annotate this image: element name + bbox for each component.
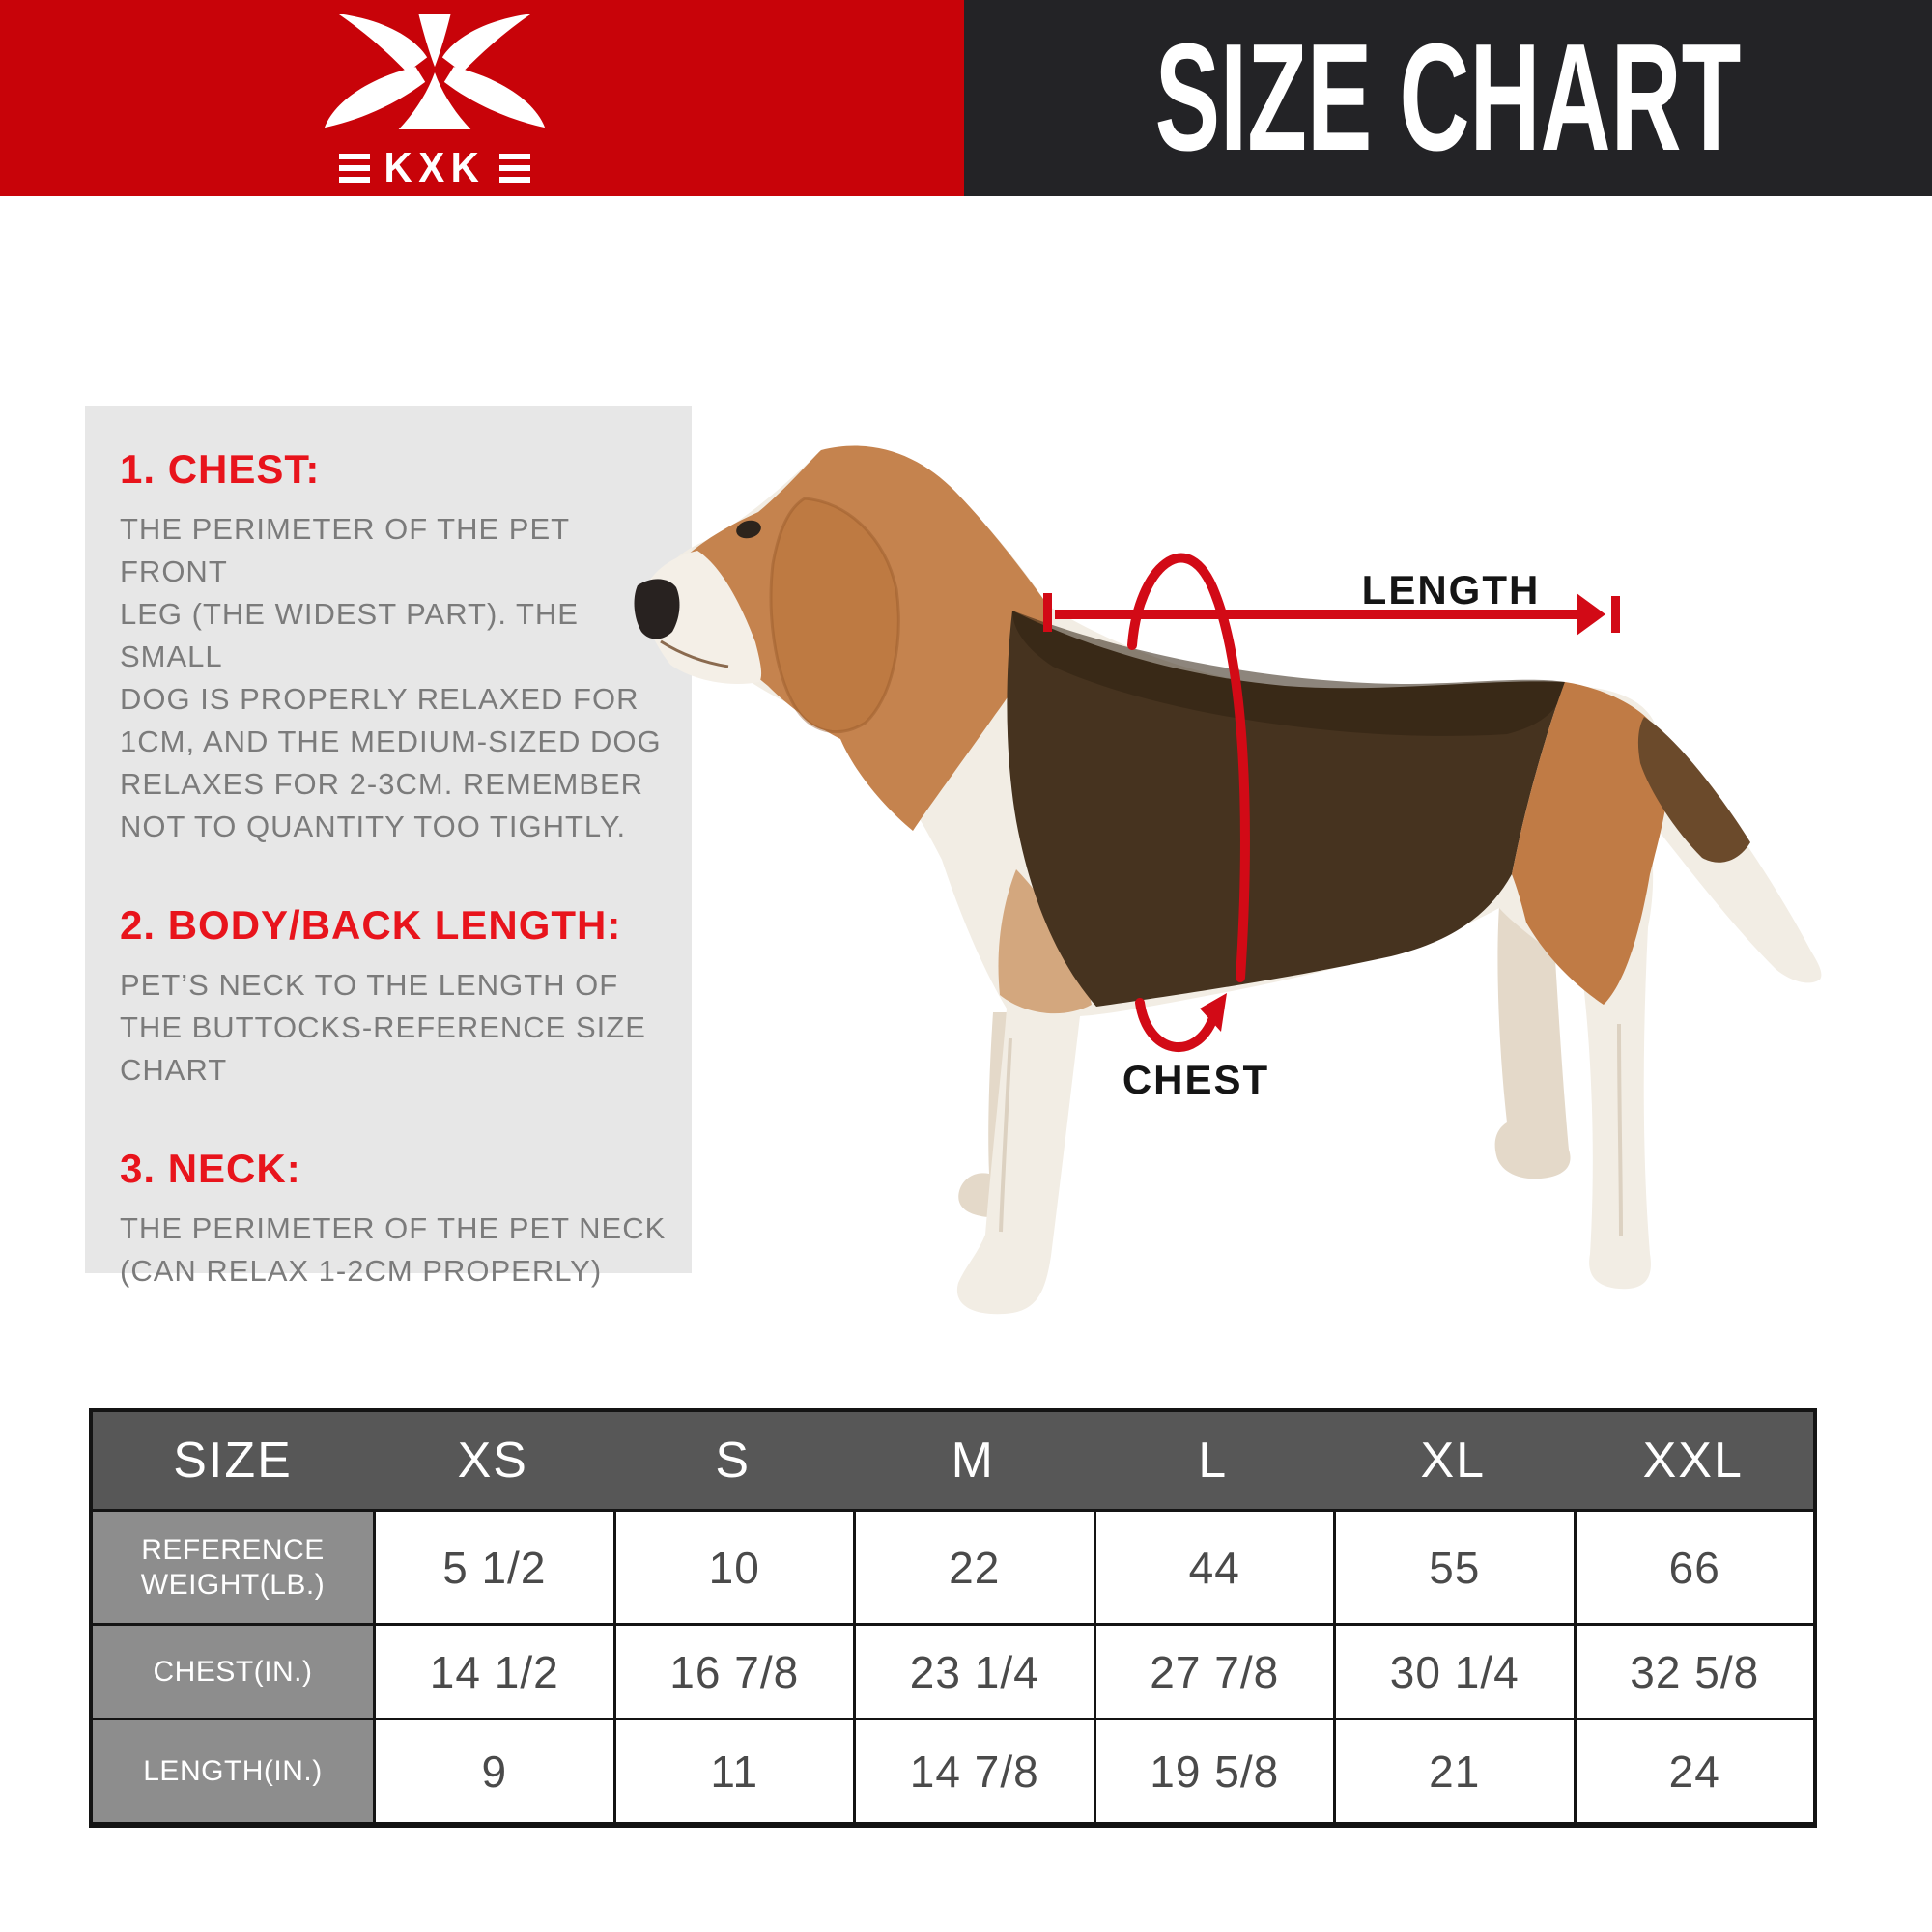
- section-body: THE PERIMETER OF THE PET NECK (CAN RELAX…: [120, 1211, 667, 1288]
- column-header-xl: XL: [1420, 1433, 1487, 1489]
- chest-l: 27 7/8: [1095, 1626, 1333, 1718]
- weight-xl: 55: [1336, 1512, 1574, 1623]
- length-label: LENGTH: [1362, 567, 1541, 612]
- size-table-header-row: SIZE XS S M L XL XXL: [93, 1412, 1813, 1509]
- chest-s: 16 7/8: [615, 1626, 853, 1718]
- brand-name: KXK: [384, 144, 486, 191]
- length-l: 19 5/8: [1095, 1720, 1333, 1822]
- chest-arrowhead-icon: [1200, 993, 1227, 1032]
- length-annotation: LENGTH: [1043, 567, 1620, 636]
- weight-xxl: 66: [1576, 1512, 1813, 1623]
- section-heading: 1. CHEST:: [120, 446, 321, 492]
- row-label-weight: REFERENCE WEIGHT(LB.): [93, 1512, 373, 1623]
- length-start-tick: [1043, 593, 1052, 632]
- chest-girth-arc: [1127, 553, 1250, 982]
- row-label-chest: CHEST(IN.): [93, 1626, 373, 1718]
- chest-label: CHEST: [1122, 1057, 1269, 1102]
- logo-bars-left-icon: [339, 154, 371, 183]
- chest-curved-arrow-icon: [1135, 998, 1218, 1052]
- chest-annotation: CHEST: [1122, 553, 1269, 1102]
- length-xl: 21: [1336, 1720, 1574, 1822]
- weight-l: 44: [1095, 1512, 1333, 1623]
- header-band-dark: SIZE CHART: [964, 0, 1932, 196]
- logo-bars-right-icon: [498, 154, 530, 183]
- header-band-red: KXK: [0, 0, 964, 196]
- chest-xl: 30 1/4: [1336, 1626, 1574, 1718]
- column-header-xs: XS: [457, 1433, 528, 1489]
- length-xs: 9: [376, 1720, 613, 1822]
- instruction-section-chest: 1. CHEST: THE PERIMETER OF THE PET FRONT…: [120, 446, 682, 848]
- brand-logo: KXK: [321, 12, 549, 189]
- weight-m: 22: [856, 1512, 1094, 1623]
- section-body: PET’S NECK TO THE LENGTH OF THE BUTTOCKS…: [120, 968, 646, 1087]
- section-heading: 3. NECK:: [120, 1146, 301, 1191]
- chest-xs: 14 1/2: [376, 1626, 613, 1718]
- row-label-length: LENGTH(IN.): [93, 1720, 373, 1822]
- dog-measurement-diagram: LENGTH CHEST: [634, 445, 1822, 1315]
- section-heading: 2. BODY/BACK LENGTH:: [120, 902, 622, 948]
- column-header-size: SIZE: [173, 1433, 293, 1489]
- column-header-xxl: XXL: [1642, 1433, 1744, 1489]
- length-xxl: 24: [1576, 1720, 1813, 1822]
- length-m: 14 7/8: [856, 1720, 1094, 1822]
- page-title: SIZE CHART: [1154, 13, 1742, 183]
- weight-s: 10: [615, 1512, 853, 1623]
- column-header-l: L: [1198, 1433, 1229, 1489]
- chest-m: 23 1/4: [856, 1626, 1094, 1718]
- instruction-section-neck: 3. NECK: THE PERIMETER OF THE PET NECK (…: [120, 1146, 682, 1293]
- instruction-section-length: 2. BODY/BACK LENGTH: PET’S NECK TO THE L…: [120, 902, 682, 1092]
- length-end-tick: [1611, 596, 1620, 633]
- column-header-s: S: [715, 1433, 752, 1489]
- logo-x-icon: [324, 14, 546, 130]
- size-table: SIZE XS S M L XL XXL REFERENCE WEIGHT(LB…: [89, 1408, 1817, 1828]
- weight-xs: 5 1/2: [376, 1512, 613, 1623]
- beagle-illustration: [634, 445, 1822, 1315]
- length-s: 11: [615, 1720, 853, 1822]
- column-header-m: M: [951, 1433, 995, 1489]
- length-arrowhead-icon: [1577, 593, 1605, 636]
- instructions-panel: 1. CHEST: THE PERIMETER OF THE PET FRONT…: [85, 406, 692, 1288]
- section-body: THE PERIMETER OF THE PET FRONT LEG (THE …: [120, 512, 662, 843]
- chest-xxl: 32 5/8: [1576, 1626, 1813, 1718]
